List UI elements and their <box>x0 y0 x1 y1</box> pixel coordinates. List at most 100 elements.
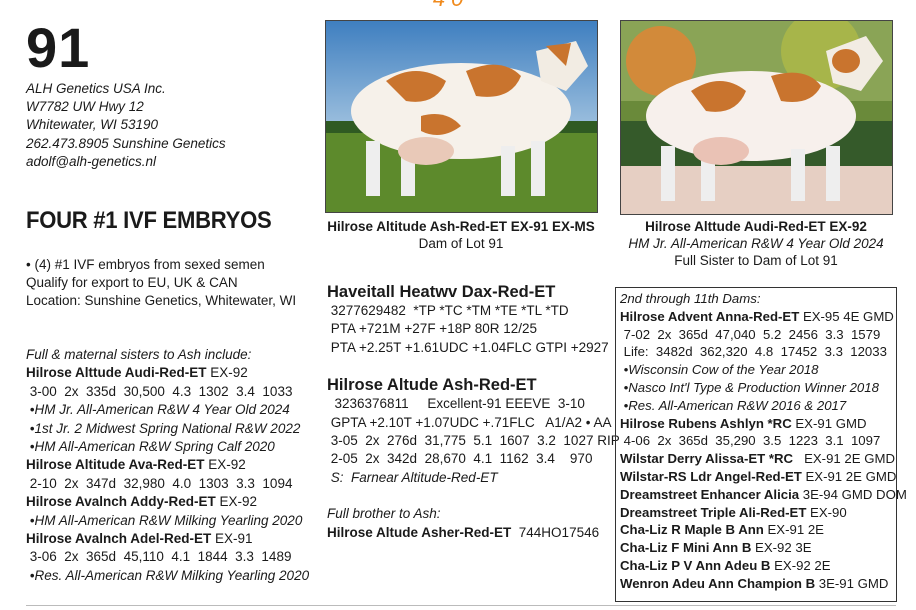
headline: FOUR #1 IVF EMBRYOS <box>26 207 272 234</box>
cow-photo-image <box>326 21 597 212</box>
award-line: •Res. All-American R&W Milking Yearling … <box>26 567 310 583</box>
dams-intro: 2nd through 11th Dams: <box>620 291 761 306</box>
sire-line: PTA +2.25T +1.61UDC +1.04FLC GTPI +2927 <box>327 339 609 355</box>
classification-score: EX-91 GMD <box>791 415 867 431</box>
production-record: 2-10 2x 347d 32,980 4.0 1303 3.3 1094 <box>26 475 293 491</box>
sire-line: 3277629482 *TP *TC *TM *TE *TL *TD <box>327 303 569 318</box>
production-record: 7-02 2x 365d 47,040 5.2 2456 3.3 1579 <box>620 326 881 342</box>
consignor-email: adolf@alh-genetics.nl <box>26 153 157 169</box>
classification-score: EX-95 4E GMD <box>799 308 894 324</box>
dam-entry: Dreamstreet Triple Ali-Red-ET EX-90 <box>620 504 892 522</box>
sisters-intro: Full & maternal sisters to Ash include: <box>26 347 252 362</box>
animal-name: Cha-Liz R Maple B Ann <box>620 522 764 538</box>
award-line: •Res. All-American R&W 2016 & 2017 <box>620 397 847 413</box>
classification-score: EX-91 2E GMD <box>801 468 897 484</box>
animal-name: Hilrose Advent Anna-Red-ET <box>620 308 800 324</box>
sister-photo-caption: Hilrose Alttude Audi-Red-ET EX-92 HM Jr.… <box>612 218 900 269</box>
classification-score: EX-92 <box>215 494 258 510</box>
animal-name: Wilstar Derry Alissa-ET *RC <box>620 451 794 467</box>
caption-title: Hilrose Alttude Audi-Red-ET EX-92 <box>645 219 867 234</box>
production-record: 3-00 2x 335d 30,500 4.3 1302 3.4 1033 <box>26 383 293 399</box>
dams-box: 2nd through 11th Dams: Hilrose Advent An… <box>615 287 907 602</box>
caption-sub: Full Sister to Dam of Lot 91 <box>674 253 838 268</box>
award-line: •Nasco Int'l Type & Production Winner 20… <box>620 379 879 395</box>
caption-title: Hilrose Altitude Ash-Red-ET EX-91 EX-MS <box>327 219 595 234</box>
production-record: 4-06 2x 365d 35,290 3.5 1223 3.1 1097 <box>620 433 881 449</box>
dam-entry: Wilstar-RS Ldr Angel-Red-ET EX-91 2E GMD <box>620 468 896 486</box>
dam-entry: Wilstar Derry Alissa-ET *RC EX-91 2E GMD <box>620 450 895 468</box>
animal-name: Cha-Liz F Mini Ann B <box>620 540 752 556</box>
sire-name: Haveitall Heatwv Dax-Red-ET <box>327 283 556 301</box>
animal-name: Dreamstreet Enhancer Alicia <box>620 486 800 502</box>
dam-line: 3236376811 Excellent-91 EEEVE 3-10 <box>327 396 585 412</box>
dam-photo-caption: Hilrose Altitude Ash-Red-ET EX-91 EX-MS … <box>318 218 604 252</box>
classification-score: 3E-91 GMD <box>815 575 889 591</box>
production-record: 3-06 2x 365d 45,110 4.1 1844 3.3 1489 <box>26 549 292 565</box>
classification-score: EX-91 <box>211 531 253 547</box>
classification-score: 3E-94 GMD DOM <box>799 486 907 502</box>
animal-name: Cha-Liz P V Ann Adeu B <box>620 557 771 573</box>
caption-sub: HM Jr. All-American R&W 4 Year Old 2024 <box>628 236 884 251</box>
dam-entry: Wenron Adeu Ann Champion B 3E-91 GMD <box>620 575 892 593</box>
dam-entry: Cha-Liz F Mini Ann B EX-92 3E <box>620 539 892 557</box>
classification-score: EX-91 2E GMD <box>793 451 895 467</box>
dam-entry: Dreamstreet Enhancer Alicia 3E-94 GMD DO… <box>620 486 907 504</box>
dam-line: GPTA +2.10T +1.07UDC +.71FLC A1/A2 • AA <box>327 414 612 430</box>
sire-line: PTA +721M +27F +18P 80R 12/25 <box>327 321 538 337</box>
caption-sub: Dam of Lot 91 <box>418 236 504 251</box>
consignor-address: ALH Genetics USA Inc. W7782 UW Hwy 12 Wh… <box>26 80 226 171</box>
consignor-line: 262.473.8905 Sunshine Genetics <box>26 135 226 151</box>
pedigree-middle: Haveitall Heatwv Dax-Red-ET 3277629482 *… <box>327 282 620 542</box>
consignor-line: W7782 UW Hwy 12 <box>26 99 144 115</box>
sister-photo <box>620 20 893 215</box>
award-line: •HM All-American R&W Spring Calf 2020 <box>26 439 275 455</box>
sister-entry: Hilrose Avalnch Addy-Red-ET EX-92 <box>26 493 309 511</box>
award-line: •HM All-American R&W Milking Yearling 20… <box>26 512 303 528</box>
detail-line: • (4) #1 IVF embryos from sexed semen <box>26 257 265 272</box>
production-record: Life: 3482d 362,320 4.8 17452 3.3 12033 <box>620 344 887 360</box>
animal-name: Hilrose Avalnch Addy-Red-ET <box>26 494 216 510</box>
dam-entry: Hilrose Rubens Ashlyn *RC EX-91 GMD <box>620 415 892 433</box>
detail-line: Qualify for export to EU, UK & CAN <box>26 275 238 290</box>
classification-score: EX-90 <box>806 504 847 520</box>
sister-entry: Hilrose Altitude Ava-Red-ET EX-92 <box>26 456 309 474</box>
animal-name: Hilrose Alttude Audi-Red-ET <box>26 365 207 381</box>
classification-score: EX-92 2E <box>770 557 831 573</box>
award-line: •HM Jr. All-American R&W 4 Year Old 2024 <box>26 402 290 418</box>
banner-script: ~ ~ ~ 40 <box>340 0 469 12</box>
animal-name: Hilrose Avalnch Adel-Red-ET <box>26 531 212 547</box>
dam-line: 2-05 2x 342d 28,670 4.1 1162 3.4 970 <box>327 451 593 467</box>
dam-photo <box>325 20 598 213</box>
animal-name: Wilstar-RS Ldr Angel-Red-ET <box>620 468 802 484</box>
brother-name: Hilrose Altude Asher-Red-ET <box>327 524 512 540</box>
animal-name: Hilrose Rubens Ashlyn *RC <box>620 415 792 431</box>
detail-line: Location: Sunshine Genetics, Whitewater,… <box>26 293 297 308</box>
dam-entry: Cha-Liz P V Ann Adeu B EX-92 2E <box>620 557 892 575</box>
dam-name: Hilrose Altude Ash-Red-ET <box>327 376 537 395</box>
dam-entry: Hilrose Advent Anna-Red-ET EX-95 4E GMD <box>620 308 894 326</box>
classification-score: EX-91 2E <box>763 522 824 538</box>
cow-photo-image <box>621 21 892 214</box>
dam-entry: Cha-Liz R Maple B Ann EX-91 2E <box>620 521 892 539</box>
consignor-line: Whitewater, WI 53190 <box>26 117 159 133</box>
brother-intro: Full brother to Ash: <box>327 506 441 522</box>
award-line: •Wisconsin Cow of the Year 2018 <box>620 362 819 378</box>
dam-sire: S: Farnear Altitude-Red-ET <box>327 469 498 485</box>
sister-entry: Hilrose Alttude Audi-Red-ET EX-92 <box>26 364 309 382</box>
dam-line: 3-05 2x 276d 31,775 5.1 1607 3.2 1027 RI… <box>327 433 620 449</box>
classification-score: EX-92 3E <box>751 540 812 556</box>
award-line: •1st Jr. 2 Midwest Spring National R&W 2… <box>26 420 301 436</box>
brother-code: 744HO17546 <box>511 524 600 540</box>
animal-name: Hilrose Altitude Ava-Red-ET <box>26 457 205 473</box>
classification-score: EX-92 <box>206 365 248 381</box>
classification-score: EX-92 <box>204 457 246 473</box>
consignor-line: ALH Genetics USA Inc. <box>26 81 166 96</box>
animal-name: Dreamstreet Triple Ali-Red-ET <box>620 504 807 520</box>
sister-entry: Hilrose Avalnch Adel-Red-ET EX-91 <box>26 530 309 548</box>
sisters-section: Full & maternal sisters to Ash include: … <box>26 346 309 585</box>
animal-name: Wenron Adeu Ann Champion B <box>620 575 816 591</box>
lot-details: • (4) #1 IVF embryos from sexed semen Qu… <box>26 256 296 310</box>
lot-number: 91 <box>26 16 91 79</box>
divider <box>26 605 896 606</box>
